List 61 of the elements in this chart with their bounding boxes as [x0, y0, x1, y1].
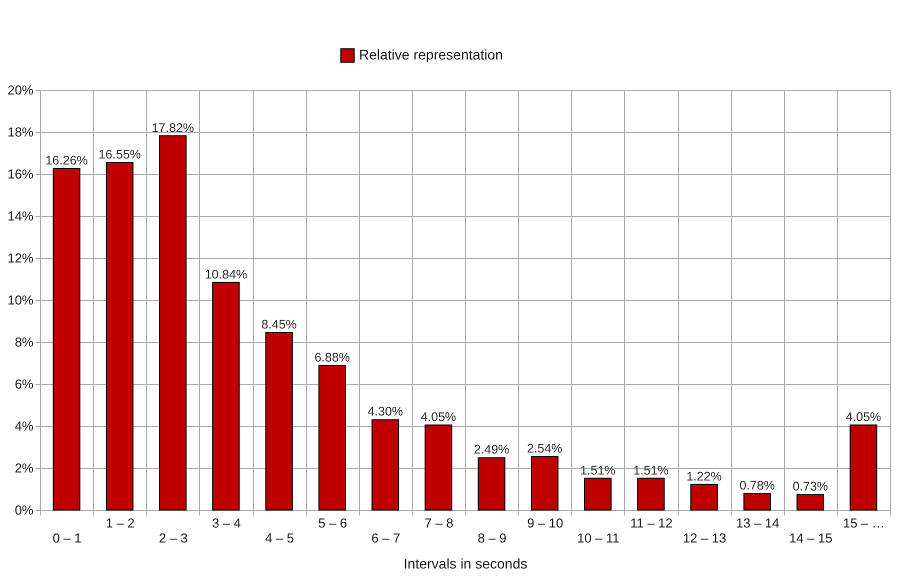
x-tick-label: 14 – 15	[789, 530, 832, 546]
x-tick-label: 15 – …	[842, 516, 885, 530]
data-label: 4.30%	[368, 404, 404, 419]
data-label: 16.26%	[45, 154, 88, 168]
y-tick-label: 8%	[14, 334, 34, 350]
bar	[743, 493, 771, 510]
bar	[159, 135, 187, 510]
data-label: 1.51%	[633, 463, 669, 478]
y-tick-label: 2%	[14, 460, 34, 476]
x-tick-label: 8 – 9	[478, 530, 507, 546]
bar	[530, 456, 558, 510]
y-tick-label: 14%	[7, 208, 34, 224]
y-tick-label: 12%	[7, 250, 34, 266]
x-tick-label: 6 – 7	[371, 530, 400, 546]
data-label: 4.05%	[846, 410, 882, 424]
bar	[52, 168, 80, 510]
y-tick-label: 20%	[7, 82, 34, 98]
bar	[424, 424, 452, 510]
data-label: 2.49%	[474, 442, 510, 457]
x-tick-label: 10 – 11	[577, 530, 620, 546]
bar	[106, 162, 134, 510]
x-tick-label: 4 – 5	[265, 530, 294, 546]
x-tick-label: 3 – 4	[212, 516, 241, 530]
y-tick-label: 6%	[14, 376, 34, 392]
bar	[372, 419, 400, 510]
bar	[690, 484, 718, 510]
bar	[796, 494, 824, 510]
x-tick-label: 0 – 1	[52, 530, 82, 546]
x-tick-label: 5 – 6	[318, 516, 348, 530]
data-label: 2.54%	[526, 442, 562, 456]
data-label: 16.55%	[98, 147, 141, 162]
x-tick-label: 13 – 14	[736, 516, 780, 530]
x-tick-label: 9 – 10	[527, 516, 564, 530]
x-tick-label: 2 – 3	[158, 530, 188, 546]
x-axis-title: Intervals in seconds	[404, 556, 528, 572]
y-tick-label: 0%	[14, 502, 34, 518]
data-label: 17.82%	[152, 120, 194, 135]
y-tick-label: 16%	[7, 166, 34, 182]
x-tick-label: 1 – 2	[106, 516, 135, 530]
bar	[637, 478, 665, 510]
data-label: 1.51%	[580, 463, 616, 478]
data-label: 1.22%	[686, 469, 722, 484]
bar	[584, 478, 612, 510]
x-tick-label: 7 – 8	[424, 516, 454, 530]
data-label: 6.88%	[314, 350, 350, 365]
y-tick-label: 4%	[14, 418, 34, 434]
data-label: 10.84%	[204, 267, 248, 282]
bar	[850, 424, 878, 510]
data-label: 0.78%	[739, 478, 775, 493]
x-tick-label: 12 – 13	[682, 530, 726, 546]
data-label: 0.73%	[792, 480, 828, 494]
y-tick-label: 18%	[7, 124, 34, 140]
x-tick-label: 11 – 12	[630, 516, 673, 530]
data-label: 4.05%	[420, 410, 456, 424]
y-tick-label: 10%	[7, 292, 34, 308]
data-label: 8.45%	[261, 318, 297, 332]
bar	[318, 365, 346, 510]
legend-label: Relative representation	[359, 46, 503, 62]
bar	[478, 457, 506, 510]
bar	[265, 332, 293, 510]
bar	[212, 282, 240, 510]
